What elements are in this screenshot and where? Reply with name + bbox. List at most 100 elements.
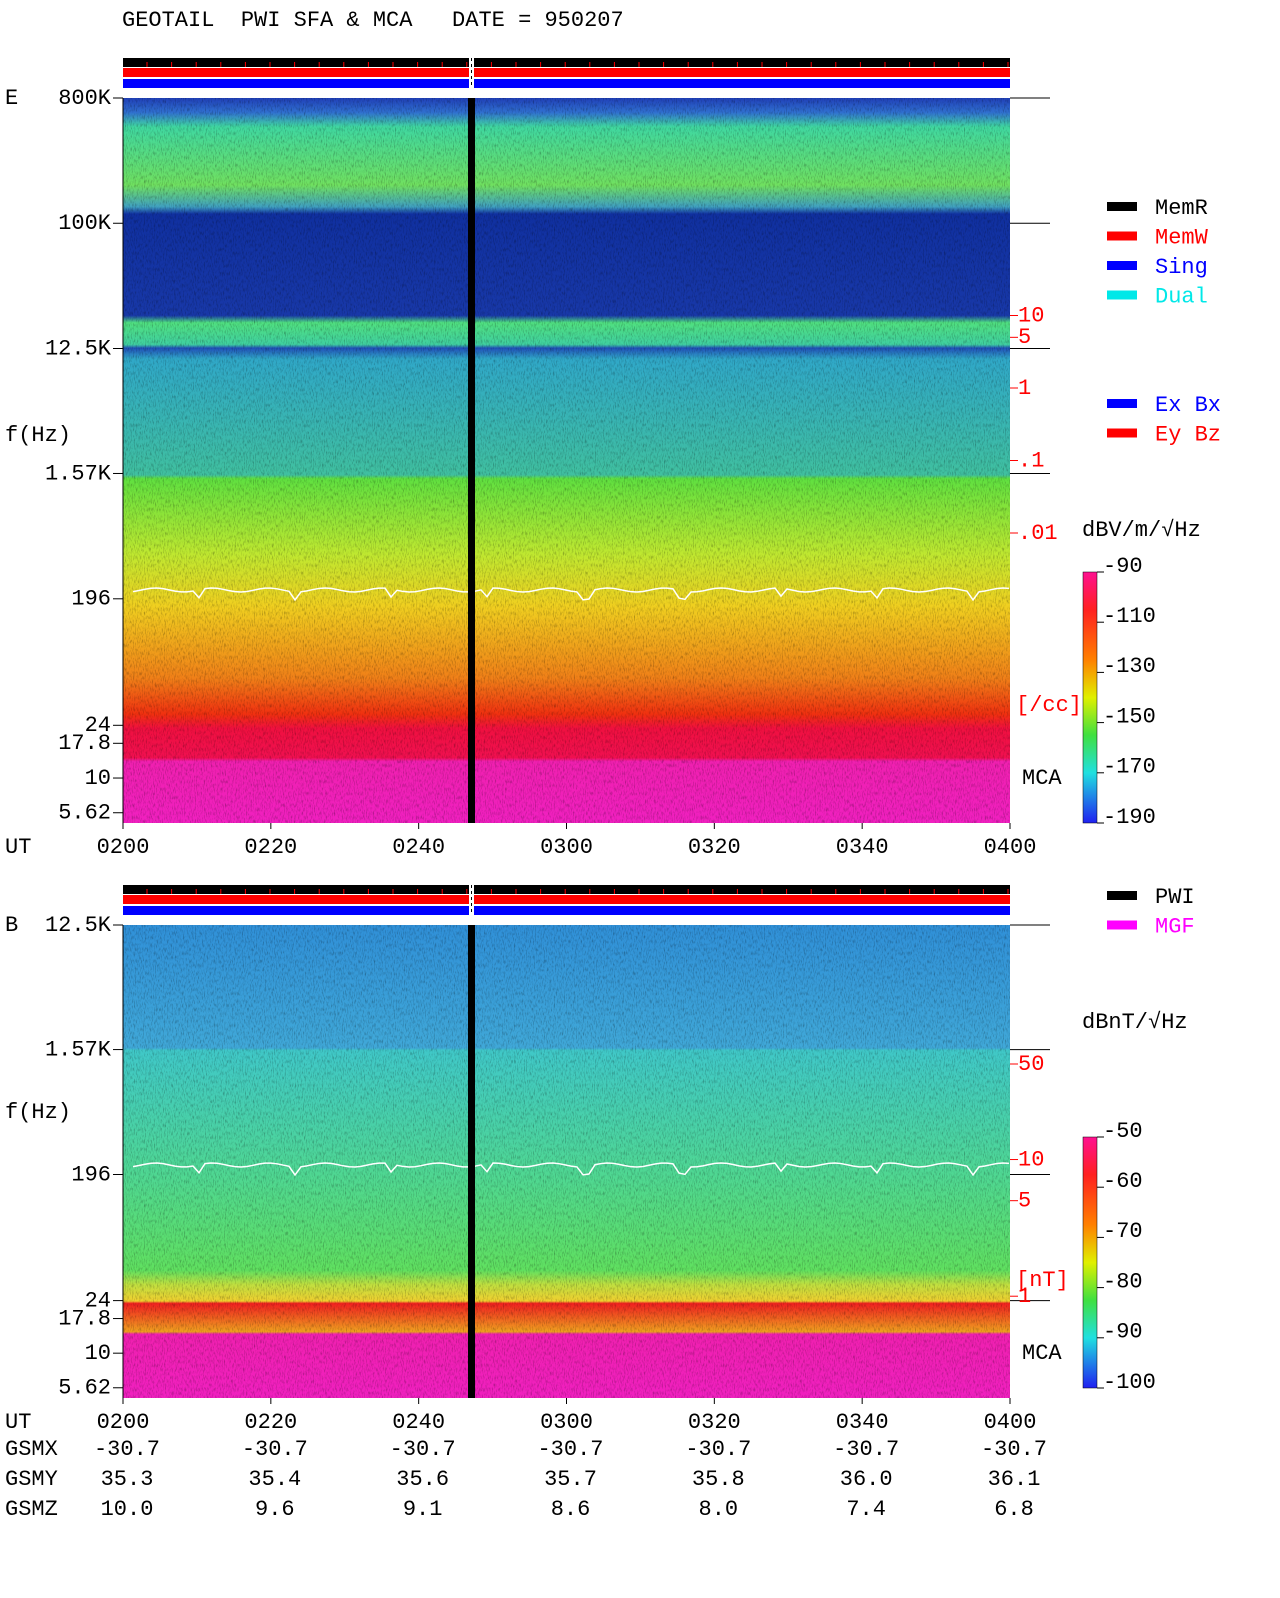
y2-tick-label: 50 bbox=[1018, 1052, 1044, 1077]
y2-tick-label: 1 bbox=[1018, 1284, 1031, 1309]
orbit-value: 35.8 bbox=[692, 1467, 745, 1492]
legend-swatch bbox=[1107, 290, 1137, 300]
data-gap bbox=[468, 98, 475, 823]
colorbar-tick-label: -100 bbox=[1103, 1370, 1156, 1395]
x-tick-label: 0340 bbox=[836, 1410, 889, 1435]
orbit-row-label: GSMY bbox=[5, 1467, 58, 1492]
colorbar-tick-label: -90 bbox=[1103, 554, 1143, 579]
chart-title: GEOTAIL PWI SFA & MCA DATE = 950207 bbox=[122, 8, 624, 33]
y-tick-label: 10 bbox=[85, 1341, 111, 1366]
orbit-value: -30.7 bbox=[537, 1437, 603, 1462]
legend-label: Ey Bz bbox=[1155, 422, 1221, 447]
x-axis-label: UT bbox=[5, 835, 31, 860]
x-tick-label: 0220 bbox=[244, 1410, 297, 1435]
colorbar-tick-label: -80 bbox=[1103, 1269, 1143, 1294]
orbit-value: 9.1 bbox=[403, 1497, 443, 1522]
panel-label: E bbox=[5, 86, 18, 111]
x-tick-label: 0240 bbox=[392, 835, 445, 860]
status-bar bbox=[123, 885, 1010, 894]
legend-swatch bbox=[1107, 261, 1137, 270]
orbit-value: 36.0 bbox=[840, 1467, 893, 1492]
orbit-value: -30.7 bbox=[685, 1437, 751, 1462]
colorbar-tick-label: -90 bbox=[1103, 1320, 1143, 1345]
y-tick-label: 24 bbox=[85, 713, 111, 738]
y-tick-label: 196 bbox=[71, 587, 111, 612]
x-tick-label: 0400 bbox=[984, 1410, 1037, 1435]
panel-label: B bbox=[5, 913, 18, 938]
orbit-row-label: GSMX bbox=[5, 1437, 58, 1462]
legend-swatch bbox=[1107, 891, 1137, 900]
cyclotron-line bbox=[132, 587, 1010, 602]
y2-tick-label: 1 bbox=[1018, 376, 1031, 401]
legend-label: Dual bbox=[1155, 284, 1208, 309]
orbit-value: 35.6 bbox=[396, 1467, 449, 1492]
x-tick-label: 0320 bbox=[688, 835, 741, 860]
y2-tick-label: .01 bbox=[1018, 521, 1058, 546]
legend-label: Ex Bx bbox=[1155, 393, 1221, 418]
orbit-value: 35.3 bbox=[101, 1467, 154, 1492]
y-tick-label: 5.62 bbox=[58, 1376, 111, 1401]
colorbar-tick-label: -130 bbox=[1103, 654, 1156, 679]
y-tick-label: 10 bbox=[85, 766, 111, 791]
orbit-value: 35.4 bbox=[248, 1467, 301, 1492]
x-axis-label: UT bbox=[5, 1410, 31, 1435]
y-tick-label: 196 bbox=[71, 1162, 111, 1187]
x-tick-label: 0300 bbox=[540, 1410, 593, 1435]
legend-swatch bbox=[1107, 202, 1137, 211]
colorbar-tick-label: -50 bbox=[1103, 1119, 1143, 1144]
y-tick-label: 12.5K bbox=[45, 913, 112, 938]
y2-tick-label: .1 bbox=[1018, 448, 1044, 473]
status-bar bbox=[123, 58, 1010, 67]
x-tick-label: 0320 bbox=[688, 1410, 741, 1435]
colorbar-label: dBnT/√Hz bbox=[1082, 1010, 1188, 1035]
x-tick-label: 0340 bbox=[836, 835, 889, 860]
x-tick-label: 0200 bbox=[97, 1410, 150, 1435]
x-tick-label: 0240 bbox=[392, 1410, 445, 1435]
orbit-value: 8.0 bbox=[699, 1497, 739, 1522]
spectrogram-texture bbox=[123, 925, 1010, 1398]
y2-tick-label: 10 bbox=[1018, 303, 1044, 328]
colorbar bbox=[1082, 571, 1098, 824]
colorbar-tick-label: -150 bbox=[1103, 704, 1156, 729]
legend-label: Sing bbox=[1155, 255, 1208, 280]
status-bar bbox=[123, 895, 1010, 904]
orbit-value: 7.4 bbox=[846, 1497, 886, 1522]
orbit-value: -30.7 bbox=[981, 1437, 1047, 1462]
colorbar-tick-label: -190 bbox=[1103, 805, 1156, 830]
x-tick-label: 0200 bbox=[97, 835, 150, 860]
legend-swatch bbox=[1107, 920, 1137, 930]
y-tick-label: 100K bbox=[58, 211, 112, 236]
legend-label: PWI bbox=[1155, 885, 1195, 910]
x-tick-label: 0300 bbox=[540, 835, 593, 860]
x-tick-label: 0400 bbox=[984, 835, 1037, 860]
status-bar bbox=[123, 906, 1010, 915]
orbit-value: 6.8 bbox=[994, 1497, 1034, 1522]
x-tick-label: 0220 bbox=[244, 835, 297, 860]
legend-label: MemW bbox=[1155, 225, 1209, 250]
y-tick-label: 1.57K bbox=[45, 461, 112, 486]
colorbar-tick-label: -110 bbox=[1103, 604, 1156, 629]
orbit-value: -30.7 bbox=[390, 1437, 456, 1462]
annotation: MCA bbox=[1022, 766, 1062, 791]
colorbar bbox=[1082, 1136, 1098, 1389]
status-bar bbox=[123, 79, 1010, 88]
orbit-value: 9.6 bbox=[255, 1497, 295, 1522]
y-tick-label: 12.5K bbox=[45, 336, 112, 361]
y2-tick-label: 5 bbox=[1018, 1188, 1031, 1213]
y-tick-label: 5.62 bbox=[58, 801, 111, 826]
y-tick-label: 17.8 bbox=[58, 731, 111, 756]
orbit-value: -30.7 bbox=[833, 1437, 899, 1462]
legend-swatch bbox=[1107, 231, 1137, 241]
y2-tick-label: 5 bbox=[1018, 325, 1031, 350]
annotation: MCA bbox=[1022, 1341, 1062, 1366]
orbit-row-label: GSMZ bbox=[5, 1497, 58, 1522]
colorbar-tick-label: -70 bbox=[1103, 1219, 1143, 1244]
colorbar-tick-label: -170 bbox=[1103, 755, 1156, 780]
cyclotron-line bbox=[132, 1162, 1010, 1177]
y-tick-label: 1.57K bbox=[45, 1037, 112, 1062]
orbit-value: 8.6 bbox=[551, 1497, 591, 1522]
colorbar-tick-label: -60 bbox=[1103, 1169, 1143, 1194]
y-tick-label: 17.8 bbox=[58, 1306, 111, 1331]
